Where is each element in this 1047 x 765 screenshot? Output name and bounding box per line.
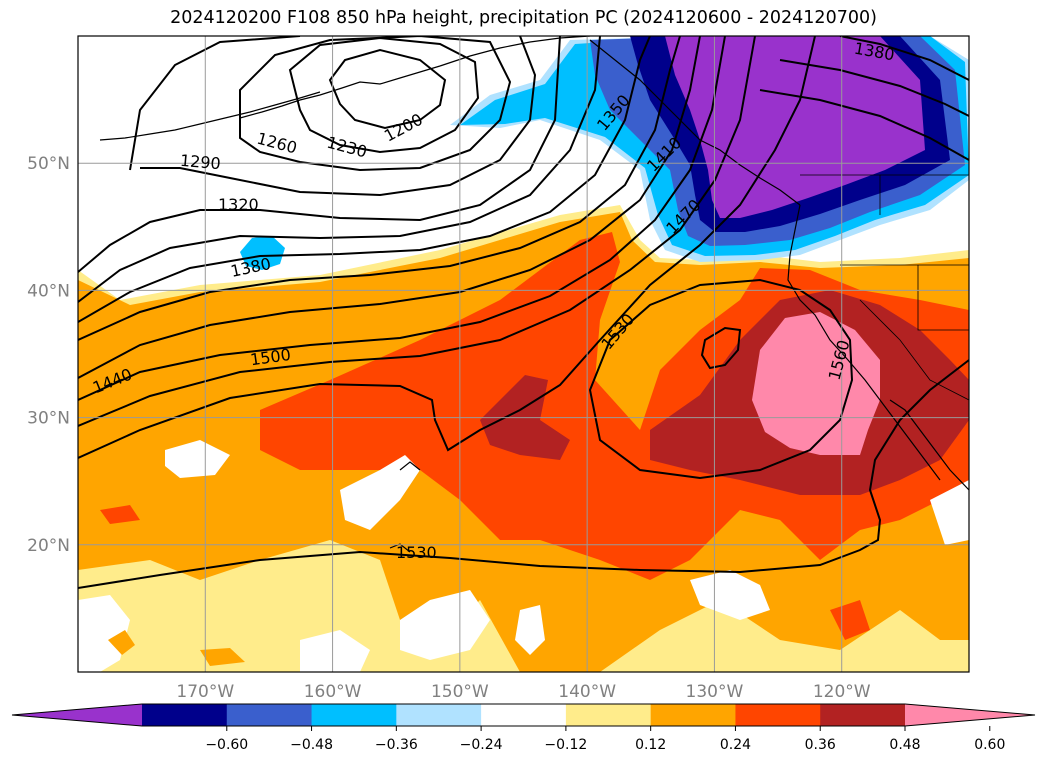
contour-north-2 bbox=[779, 59, 969, 117]
contour-1530 bbox=[78, 36, 816, 459]
height-contours bbox=[78, 36, 969, 589]
colorbar: −0.60 −0.48 −0.36 −0.24 −0.12 0.12 0.24 0.36 0.4… bbox=[11, 703, 1036, 753]
colorbar-segment bbox=[226, 704, 313, 726]
colorbar-outline bbox=[11, 703, 1036, 727]
colorbar-tick-label: 0.24 bbox=[720, 737, 751, 753]
map-frame bbox=[77, 35, 970, 673]
contour-1440 bbox=[78, 36, 701, 379]
colorbar-tick-label: −0.24 bbox=[460, 737, 503, 753]
precip-hole-5 bbox=[690, 570, 770, 620]
contour-1560 bbox=[588, 278, 854, 480]
longitude-labels: 170°W 160°W 150°W 140°W 130°W 120°W bbox=[176, 682, 870, 702]
latitude-labels: 50°N 40°N 30°N 20°N bbox=[27, 154, 70, 556]
contour-1410 bbox=[78, 36, 681, 341]
precip-hole-4 bbox=[515, 605, 545, 655]
borders bbox=[800, 174, 969, 401]
contour-label: 1320 bbox=[218, 195, 259, 214]
lon-tick-label: 120°W bbox=[813, 682, 871, 702]
colorbar-segment bbox=[565, 704, 652, 726]
lat-tick-label: 30°N bbox=[27, 409, 70, 429]
lon-tick-label: 130°W bbox=[686, 682, 744, 702]
lat-tick-label: 20°N bbox=[27, 536, 70, 556]
lon-tick-label: 160°W bbox=[304, 682, 362, 702]
map-title: 2024120200 F108 850 hPa height, precipit… bbox=[170, 8, 877, 28]
precip-hole-7 bbox=[78, 595, 130, 672]
lon-tick-label: 170°W bbox=[176, 682, 234, 702]
contour-1350 bbox=[78, 36, 601, 303]
colorbar-tick-label: −0.48 bbox=[290, 737, 333, 753]
colorbar-tick-label: 0.12 bbox=[635, 737, 666, 753]
colorbar-extend-high bbox=[905, 704, 1035, 726]
contour-1470 bbox=[78, 36, 726, 401]
contour-1380 bbox=[78, 36, 651, 323]
precip-band-pink bbox=[752, 312, 880, 455]
lat-tick-label: 50°N bbox=[27, 154, 70, 174]
lon-tick-label: 150°W bbox=[431, 682, 489, 702]
colorbar-tick-label: 0.36 bbox=[805, 737, 836, 753]
contour-label: 1290 bbox=[179, 151, 221, 173]
colorbar-segment bbox=[481, 704, 567, 726]
precip-shading bbox=[78, 36, 969, 672]
gridlines bbox=[78, 36, 969, 672]
precip-blob-b bbox=[200, 648, 245, 666]
contour-1200 bbox=[328, 48, 447, 130]
contour-1230 bbox=[288, 36, 480, 154]
precip-hole-3 bbox=[400, 590, 490, 660]
colorbar-segment bbox=[311, 704, 397, 726]
colorbar-extend-low bbox=[12, 704, 142, 726]
precip-neg-blob bbox=[240, 236, 285, 270]
colorbar-tick-label: −0.12 bbox=[544, 737, 587, 753]
precip-blob-d bbox=[830, 600, 870, 640]
contour-north-3 bbox=[759, 89, 969, 161]
contour-1500 bbox=[78, 36, 756, 427]
colorbar-segment bbox=[396, 704, 482, 726]
contour-north bbox=[839, 36, 969, 81]
lat-tick-label: 40°N bbox=[27, 281, 70, 301]
colorbar-tick-label: −0.36 bbox=[375, 737, 418, 753]
colorbar-tick-label: 0.48 bbox=[889, 737, 920, 753]
contour-1560-inner bbox=[700, 326, 742, 370]
lon-tick-label: 140°W bbox=[558, 682, 616, 702]
precip-blob-a bbox=[108, 630, 135, 655]
precip-neg-purple bbox=[665, 36, 925, 218]
contour-1320 bbox=[78, 36, 561, 273]
precip-hole-8 bbox=[300, 630, 370, 672]
colorbar-segment bbox=[650, 704, 736, 726]
colorbar-segment bbox=[820, 704, 906, 726]
contour-1530-south bbox=[78, 359, 969, 589]
colorbar-segment bbox=[142, 704, 228, 726]
precip-blob-c bbox=[100, 505, 140, 524]
colorbar-tick-label: 0.60 bbox=[974, 737, 1005, 753]
colorbar-tick-label: −0.60 bbox=[205, 737, 248, 753]
precip-hole-6 bbox=[930, 480, 969, 545]
precip-hole-2 bbox=[340, 455, 420, 530]
precip-hole-1 bbox=[165, 440, 230, 478]
contour-label: 1530 bbox=[396, 543, 437, 562]
colorbar-segment bbox=[735, 704, 821, 726]
